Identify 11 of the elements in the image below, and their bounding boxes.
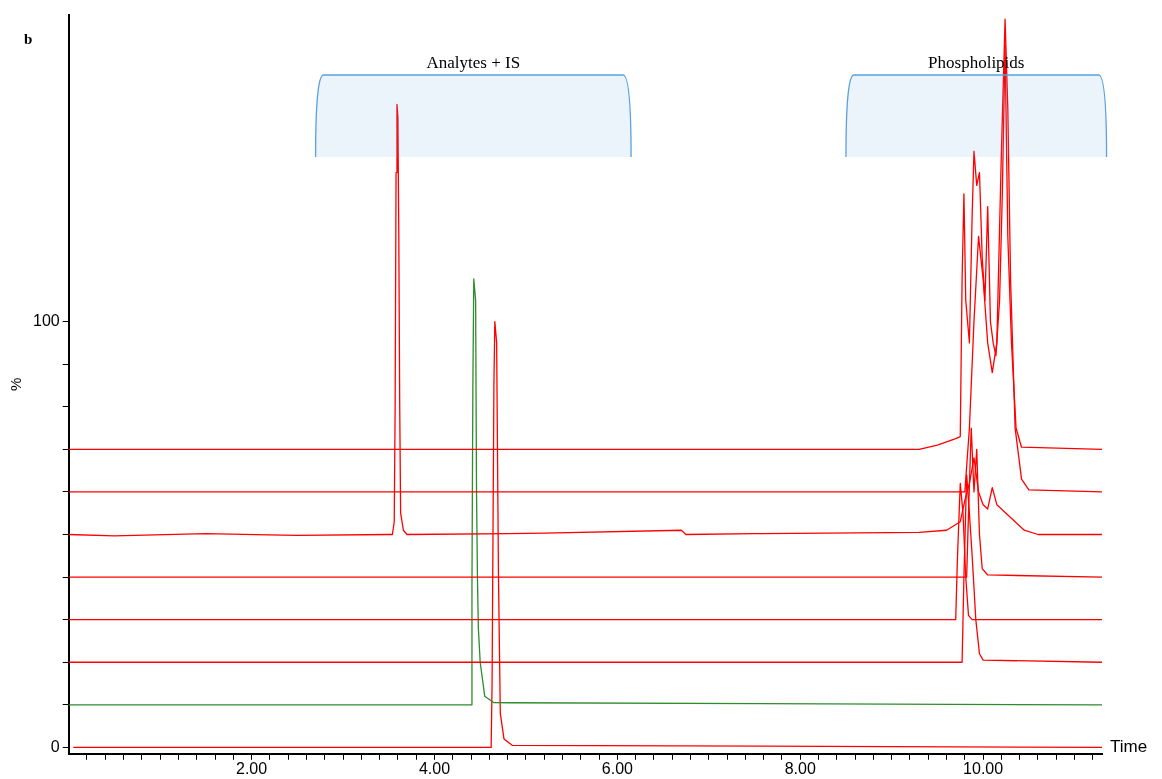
x-tick-label: 8.00 xyxy=(784,759,816,777)
x-tick-label: 6.00 xyxy=(601,759,634,777)
x-tick-label: 4.00 xyxy=(418,759,451,777)
x-tick-label: 10.00 xyxy=(963,759,1004,777)
text: b xyxy=(24,30,33,47)
y-axis-title: % xyxy=(7,377,25,392)
x-axis-title: Time xyxy=(1110,737,1148,757)
y-tick-label: 0 xyxy=(50,737,60,755)
y-tick-label: 100 xyxy=(32,312,60,329)
band-label: Analytes + IS xyxy=(426,52,521,72)
x-tick-label: 2.00 xyxy=(236,759,268,777)
